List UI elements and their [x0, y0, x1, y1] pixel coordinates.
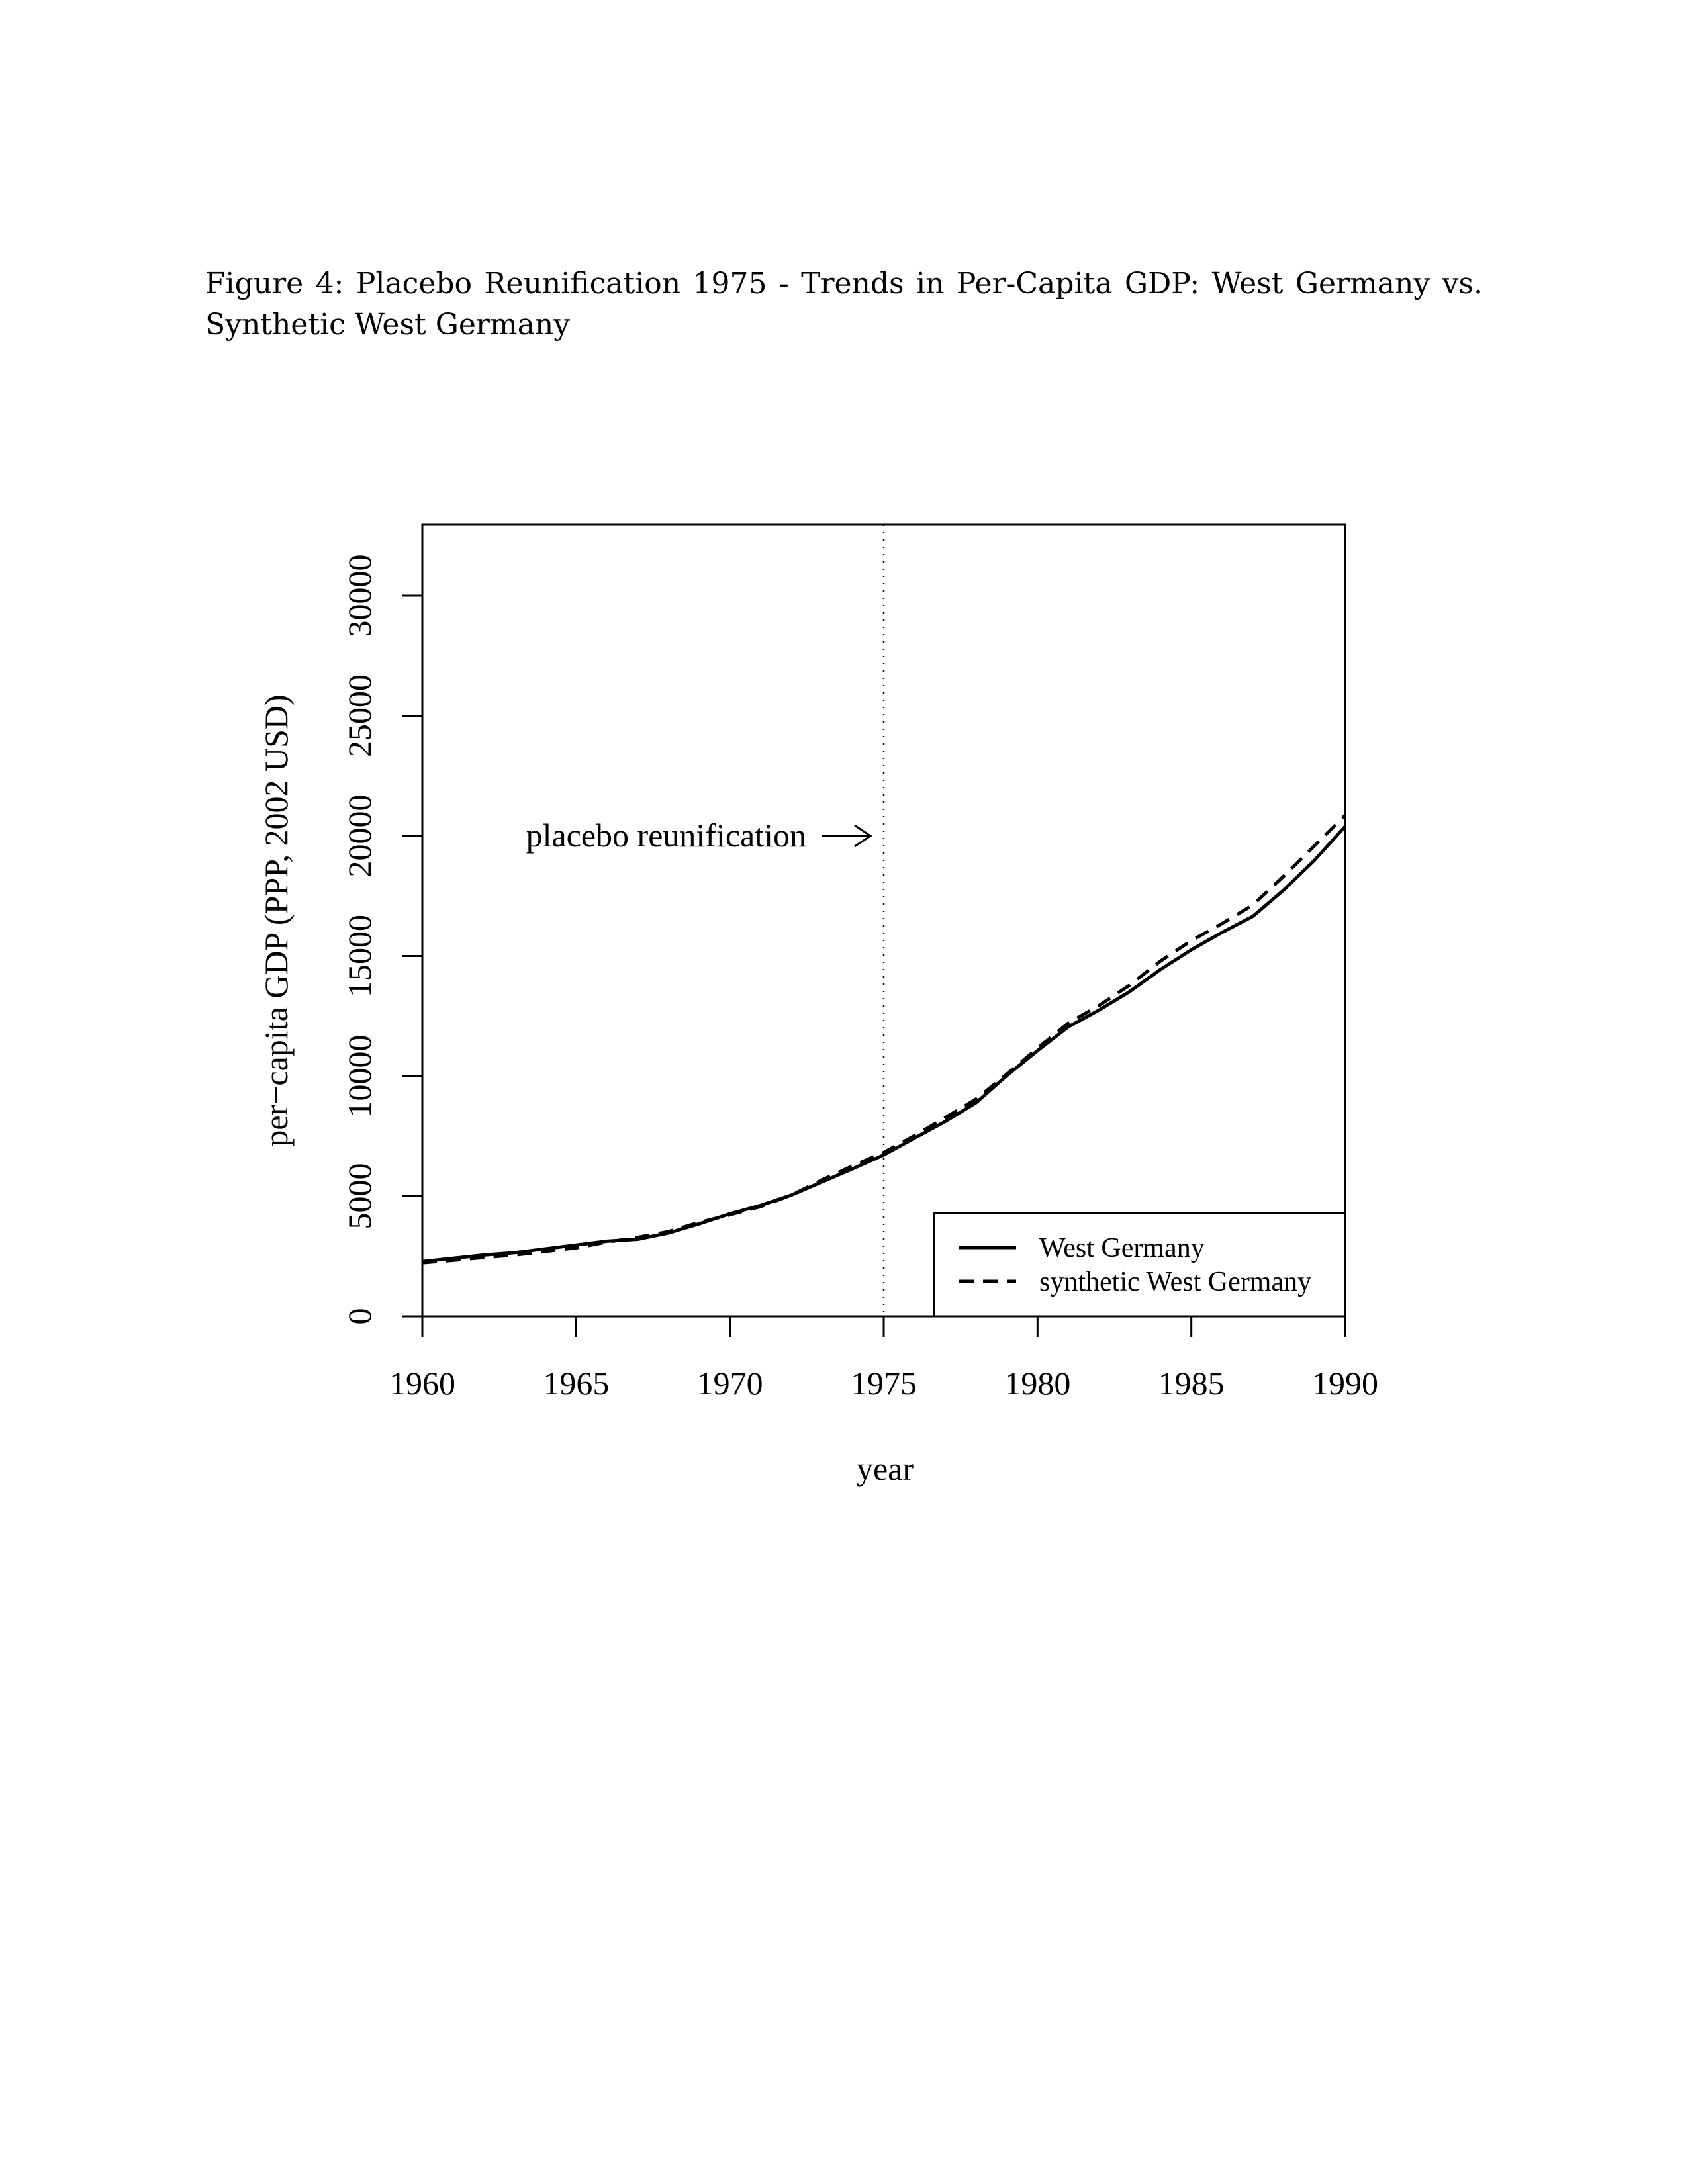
- legend-label-west-germany: West Germany: [1039, 1233, 1205, 1263]
- series-line-west-germany: [422, 825, 1346, 1263]
- legend-label-synthetic-west-germany: synthetic West Germany: [1039, 1267, 1311, 1297]
- series-line-synthetic-west-germany: [422, 814, 1346, 1265]
- y-axis: 0 5000 10000 15000 20000 25000 30000: [341, 555, 422, 1325]
- y-tick-label: 5000: [341, 1163, 378, 1230]
- x-axis: 1960 1965 1970 1975 1980 1985 1990: [389, 1315, 1378, 1402]
- legend: West Germany synthetic West Germany: [933, 1212, 1346, 1318]
- caption-line-2: Synthetic West Germany: [205, 308, 571, 341]
- series-lines: [422, 814, 1346, 1265]
- plot-frame: [421, 523, 1346, 1318]
- y-tick-label: 30000: [341, 555, 378, 637]
- x-tick-label: 1975: [851, 1365, 917, 1402]
- y-tick-label: 25000: [341, 674, 378, 757]
- figure-caption: Figure 4: Placebo Reunification 1975 - T…: [205, 263, 1483, 345]
- x-tick-label: 1965: [543, 1365, 609, 1402]
- y-tick-label: 10000: [341, 1035, 378, 1118]
- legend-box: [933, 1212, 1346, 1318]
- x-tick-label: 1970: [697, 1365, 763, 1402]
- x-tick-label: 1985: [1158, 1365, 1225, 1402]
- y-tick-label: 15000: [341, 915, 378, 997]
- y-axis-label: per−capita GDP (PPP, 2002 USD): [258, 694, 295, 1146]
- annotation-label: placebo reunification: [526, 817, 806, 854]
- x-tick-label: 1990: [1312, 1365, 1378, 1402]
- y-tick-label: 0: [341, 1308, 378, 1325]
- x-tick-label: 1960: [389, 1365, 455, 1402]
- x-tick-label: 1980: [1004, 1365, 1070, 1402]
- caption-line-1: Figure 4: Placebo Reunification 1975 - T…: [205, 267, 1483, 300]
- annotation-arrow: [822, 824, 872, 848]
- y-tick-label: 20000: [341, 795, 378, 878]
- placebo-annotation: placebo reunification: [526, 817, 872, 854]
- x-axis-label: year: [857, 1450, 914, 1487]
